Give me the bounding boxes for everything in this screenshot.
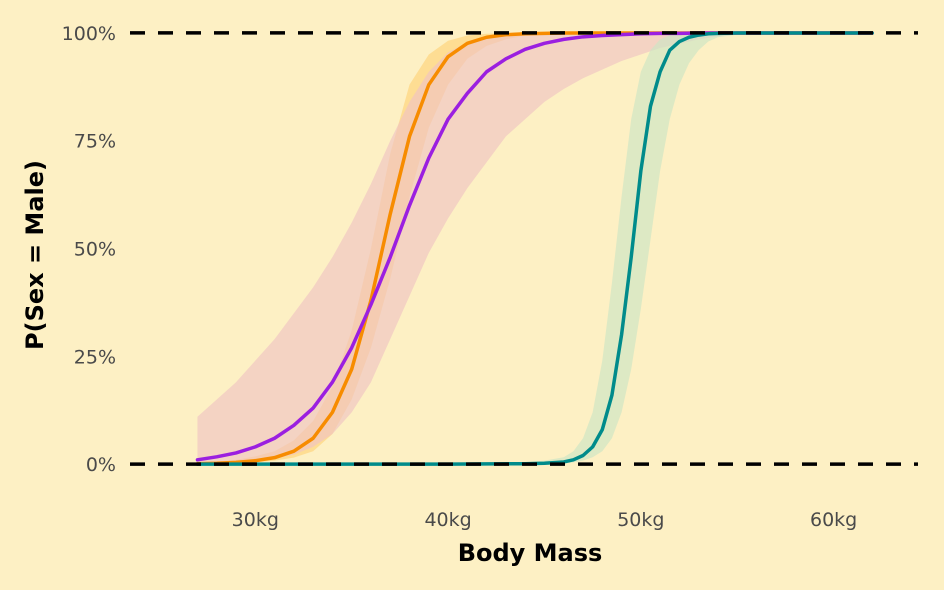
x-axis-ticks: 30kg 40kg 50kg 60kg	[232, 509, 858, 531]
y-tick-label: 0%	[86, 454, 116, 476]
x-tick-label: 50kg	[617, 509, 664, 531]
y-tick-label: 100%	[62, 23, 116, 45]
x-tick-label: 30kg	[232, 509, 279, 531]
reference-lines	[130, 31, 918, 466]
confidence-bands	[197, 32, 873, 465]
confidence-band-2	[197, 32, 873, 465]
x-tick-label: 40kg	[424, 509, 471, 531]
x-axis-title: Body Mass	[458, 539, 603, 567]
y-tick-label: 75%	[74, 131, 116, 153]
x-tick-label: 60kg	[810, 509, 857, 531]
y-axis-ticks: 0% 25% 50% 75% 100%	[62, 23, 116, 476]
y-tick-label: 25%	[74, 346, 116, 368]
y-axis-title: P(Sex = Male)	[21, 160, 49, 350]
y-tick-label: 50%	[74, 239, 116, 261]
